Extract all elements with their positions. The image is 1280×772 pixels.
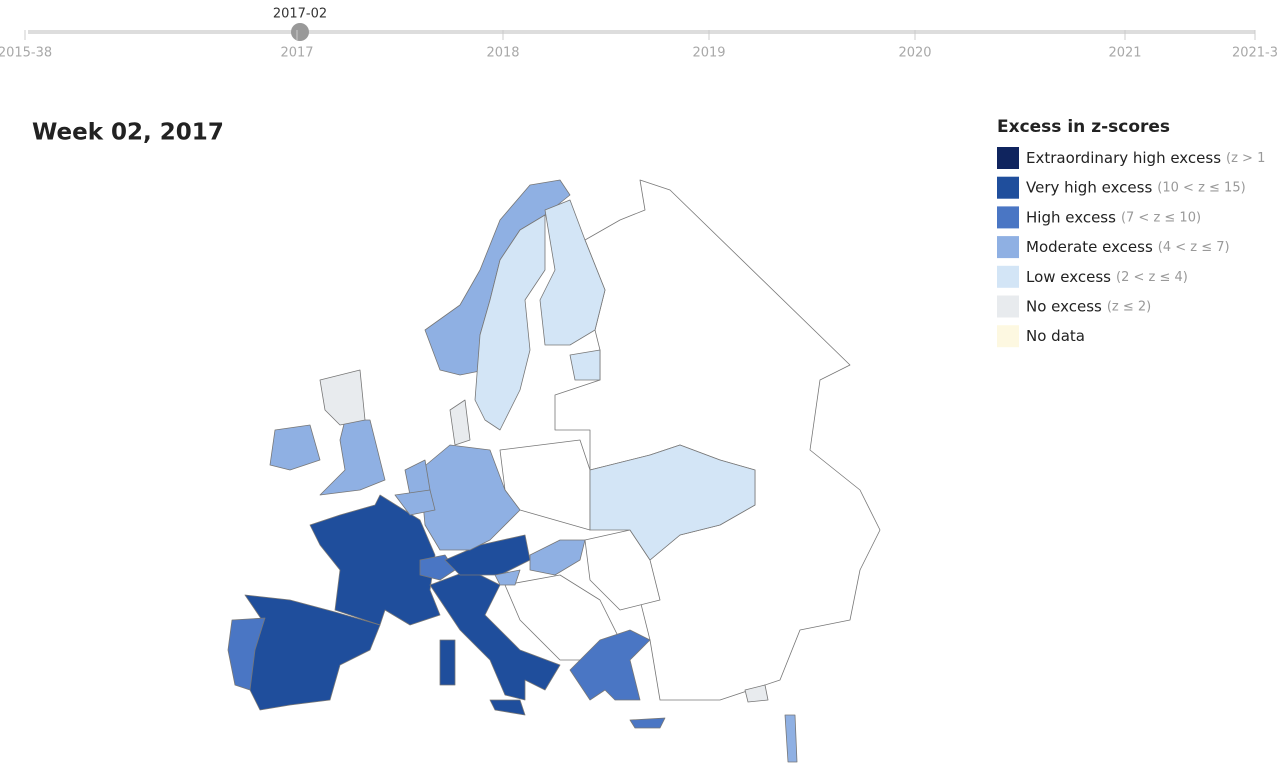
legend-range: (2 < z ≤ 4) bbox=[1116, 269, 1188, 284]
country[interactable] bbox=[227, 617, 266, 691]
map bbox=[227, 179, 881, 763]
timeline-label: 2017 bbox=[280, 46, 313, 61]
country[interactable] bbox=[489, 699, 526, 716]
timeline[interactable]: 2017-02 bbox=[28, 7, 1255, 42]
timeline-label: 2021 bbox=[1108, 46, 1141, 61]
country[interactable] bbox=[269, 424, 321, 471]
country[interactable] bbox=[539, 199, 606, 346]
country[interactable] bbox=[449, 399, 471, 446]
legend-range: (z ≤ 2) bbox=[1107, 299, 1151, 314]
legend-item: High excess (7 < z ≤ 10) bbox=[1026, 208, 1201, 226]
legend-range: (z > 1 bbox=[1226, 151, 1265, 166]
legend-range: (7 < z ≤ 10) bbox=[1121, 210, 1201, 225]
timeline-label: 2019 bbox=[692, 46, 725, 61]
legend-swatch bbox=[997, 206, 1019, 229]
country[interactable] bbox=[569, 629, 651, 701]
country[interactable] bbox=[419, 444, 521, 551]
country[interactable] bbox=[569, 349, 601, 381]
legend-item: Extraordinary high excess (z > 1 bbox=[1026, 149, 1265, 167]
timeline-current: 2017-02 bbox=[273, 7, 327, 22]
legend-label: Extraordinary high excess bbox=[1026, 149, 1221, 167]
country[interactable] bbox=[629, 717, 666, 729]
country[interactable] bbox=[474, 214, 546, 431]
country[interactable] bbox=[494, 569, 521, 586]
legend-label: No excess bbox=[1026, 297, 1102, 315]
legend-item: No excess (z ≤ 2) bbox=[1026, 297, 1151, 315]
map-title: Week 02, 2017 bbox=[32, 120, 224, 146]
legend-swatch bbox=[997, 265, 1019, 288]
legend-label: Low excess bbox=[1026, 267, 1111, 285]
legend-swatch bbox=[997, 147, 1019, 169]
legend-swatch bbox=[997, 236, 1019, 259]
legend-range: (4 < z ≤ 7) bbox=[1158, 240, 1230, 255]
country[interactable] bbox=[309, 494, 441, 626]
legend-swatch bbox=[997, 295, 1019, 318]
legend-label: Very high excess bbox=[1026, 178, 1152, 196]
country[interactable] bbox=[529, 539, 586, 576]
country[interactable] bbox=[394, 489, 436, 516]
country[interactable] bbox=[589, 444, 756, 561]
legend-range: (10 < z ≤ 15) bbox=[1157, 180, 1245, 195]
country[interactable] bbox=[319, 419, 386, 496]
timeline-handle[interactable] bbox=[291, 23, 309, 41]
country[interactable] bbox=[429, 569, 561, 701]
legend-item: Very high excess (10 < z ≤ 15) bbox=[1026, 178, 1246, 196]
legend-item: Low excess (2 < z ≤ 4) bbox=[1026, 267, 1188, 285]
legend-title: Excess in z-scores bbox=[997, 117, 1170, 137]
country[interactable] bbox=[404, 459, 431, 496]
legend-item: No data bbox=[1026, 327, 1085, 345]
legend-label: No data bbox=[1026, 327, 1085, 345]
timeline-label: 2020 bbox=[898, 46, 931, 61]
country[interactable] bbox=[319, 369, 366, 426]
legend-label: High excess bbox=[1026, 208, 1116, 226]
country[interactable] bbox=[784, 714, 798, 763]
country[interactable] bbox=[439, 639, 456, 686]
legend-label: Moderate excess bbox=[1026, 238, 1153, 256]
legend-swatch bbox=[997, 176, 1019, 199]
legend-swatch bbox=[997, 325, 1019, 348]
country[interactable] bbox=[744, 684, 769, 703]
timeline-label: 2018 bbox=[486, 46, 519, 61]
legend-item: Moderate excess (4 < z ≤ 7) bbox=[1026, 238, 1230, 256]
timeline-label: 2021-3 bbox=[1232, 46, 1278, 61]
timeline-label: 2015-38 bbox=[0, 46, 52, 61]
